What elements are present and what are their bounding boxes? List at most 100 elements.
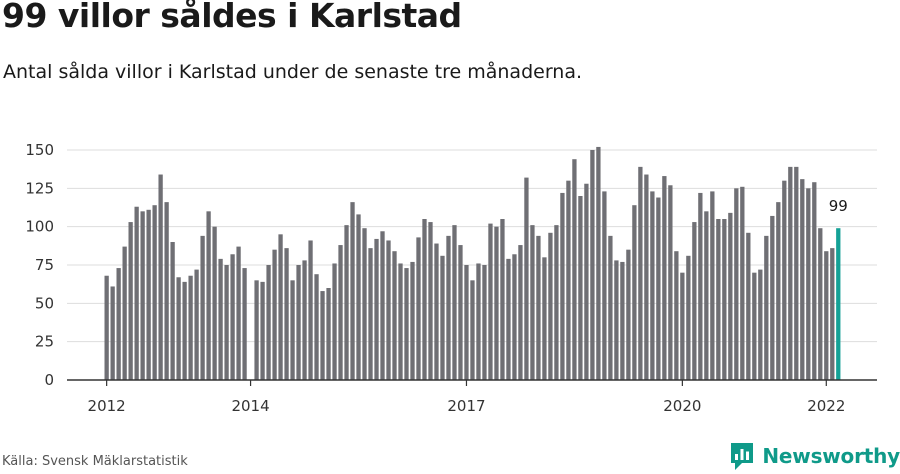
bar bbox=[644, 174, 649, 380]
bar bbox=[164, 202, 169, 380]
bars bbox=[104, 146, 841, 380]
bar bbox=[206, 211, 211, 380]
bar bbox=[152, 205, 157, 380]
bar bbox=[242, 268, 247, 380]
bar bbox=[236, 246, 241, 380]
bar bbox=[584, 183, 589, 380]
bar bbox=[404, 268, 409, 380]
bar bbox=[440, 255, 445, 380]
bar bbox=[764, 235, 769, 380]
bar bbox=[572, 159, 577, 380]
bar bbox=[224, 265, 229, 380]
bar bbox=[698, 192, 703, 380]
bar bbox=[260, 281, 265, 380]
bar bbox=[314, 274, 319, 380]
bar bbox=[512, 254, 517, 380]
bar bbox=[212, 226, 217, 380]
bar bbox=[500, 219, 505, 380]
bar bbox=[122, 246, 127, 380]
bar bbox=[710, 191, 715, 380]
bar bbox=[770, 215, 775, 380]
bar bbox=[146, 209, 151, 380]
brand-logo: Newsworthy bbox=[729, 441, 900, 471]
bar bbox=[704, 211, 709, 380]
bar bbox=[692, 222, 697, 380]
bar bbox=[554, 225, 559, 380]
bar bbox=[728, 212, 733, 380]
bar bbox=[446, 235, 451, 380]
bar bbox=[218, 258, 223, 380]
bar bbox=[296, 265, 301, 380]
bar bbox=[752, 272, 757, 380]
bar bbox=[674, 251, 679, 380]
bar bbox=[356, 214, 361, 380]
chart-title: 99 villor såldes i Karlstad bbox=[2, 0, 462, 35]
bar bbox=[338, 245, 343, 380]
bar bbox=[326, 288, 331, 380]
bar bbox=[590, 150, 595, 380]
bar bbox=[806, 188, 811, 380]
bar bbox=[782, 180, 787, 380]
bar bbox=[140, 211, 145, 380]
bar bbox=[416, 237, 421, 380]
bar bbox=[632, 205, 637, 380]
bar bbox=[308, 240, 313, 380]
y-tick-label: 125 bbox=[25, 179, 54, 197]
bar bbox=[374, 238, 379, 380]
bar bbox=[302, 260, 307, 380]
bar bbox=[680, 272, 685, 380]
bar bbox=[650, 191, 655, 380]
bar bbox=[266, 265, 271, 380]
y-tick-label: 25 bbox=[35, 333, 54, 351]
bar bbox=[110, 286, 115, 380]
bar bbox=[800, 179, 805, 380]
bar bbox=[320, 291, 325, 380]
bar bbox=[740, 186, 745, 380]
bar bbox=[488, 223, 493, 380]
bar bbox=[548, 232, 553, 380]
x-tick-label: 2012 bbox=[88, 397, 126, 415]
bar bbox=[812, 182, 817, 380]
x-tick-label: 2020 bbox=[663, 397, 701, 415]
bar bbox=[254, 280, 259, 380]
source-note: Källa: Svensk Mäklarstatistik bbox=[2, 454, 188, 469]
data-label: 99 bbox=[829, 197, 848, 215]
bar bbox=[494, 226, 499, 380]
x-tick-label: 2017 bbox=[447, 397, 485, 415]
bar bbox=[200, 235, 205, 380]
bar bbox=[386, 240, 391, 380]
y-tick-label: 150 bbox=[25, 141, 54, 159]
y-tick-label: 0 bbox=[44, 371, 54, 389]
bar bbox=[536, 235, 541, 380]
bar bbox=[476, 263, 481, 380]
bar bbox=[368, 248, 373, 380]
bar bbox=[824, 251, 829, 380]
bar-highlight bbox=[836, 228, 841, 380]
bar bbox=[428, 222, 433, 380]
bar bbox=[596, 146, 601, 380]
bar bbox=[506, 258, 511, 380]
bar bbox=[392, 251, 397, 380]
x-tick-label: 2014 bbox=[231, 397, 269, 415]
bar bbox=[794, 166, 799, 380]
bar bbox=[686, 255, 691, 380]
bar bbox=[524, 177, 529, 380]
bar bbox=[188, 275, 193, 380]
bar bbox=[422, 219, 427, 380]
bar bbox=[158, 174, 163, 380]
bar bbox=[482, 265, 487, 380]
y-tick-label: 100 bbox=[25, 218, 54, 236]
bar bbox=[560, 192, 565, 380]
bar bbox=[116, 268, 121, 380]
bar bbox=[602, 191, 607, 380]
bar bbox=[620, 261, 625, 380]
bar bbox=[194, 269, 199, 380]
bar bbox=[656, 197, 661, 380]
bar bbox=[332, 263, 337, 380]
y-tick-label: 50 bbox=[35, 294, 54, 312]
bar bbox=[344, 225, 349, 380]
bar bbox=[614, 260, 619, 380]
x-tick-label: 2022 bbox=[807, 397, 845, 415]
bar bbox=[662, 176, 667, 380]
bar bbox=[170, 242, 175, 380]
